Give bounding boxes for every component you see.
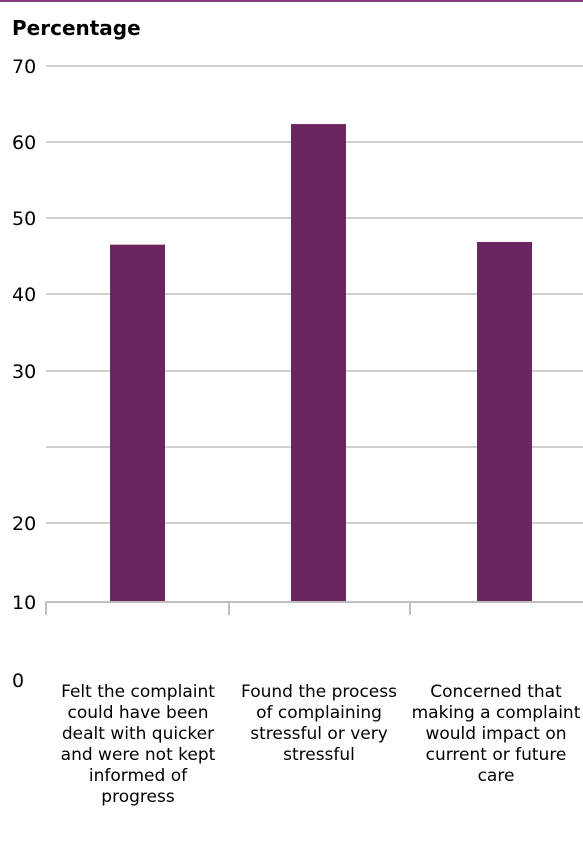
y-tick-label: 0 [12,670,24,692]
y-tick-label: 60 [12,132,36,154]
y-tick-label: 20 [12,513,36,535]
y-tick-label: 30 [12,361,36,383]
category-label-2: Found the process of complaining stressf… [241,682,397,765]
y-tick-label: 10 [12,592,36,614]
y-tick-labels: 70 60 50 40 30 20 10 0 [12,56,36,692]
bar-3 [477,241,532,602]
y-axis-title: Percentage [12,16,141,40]
bar-2 [291,124,346,603]
x-axis [45,601,583,615]
y-tick-label: 70 [12,56,36,78]
category-label-1: Felt the complaint could have been dealt… [60,682,216,807]
y-tick-label: 50 [12,208,36,230]
bars [110,124,532,603]
bar-1 [110,244,165,602]
category-label-3: Concerned that making a complaint would … [411,682,581,786]
y-tick-label: 40 [12,284,36,306]
top-border-line [0,0,583,2]
